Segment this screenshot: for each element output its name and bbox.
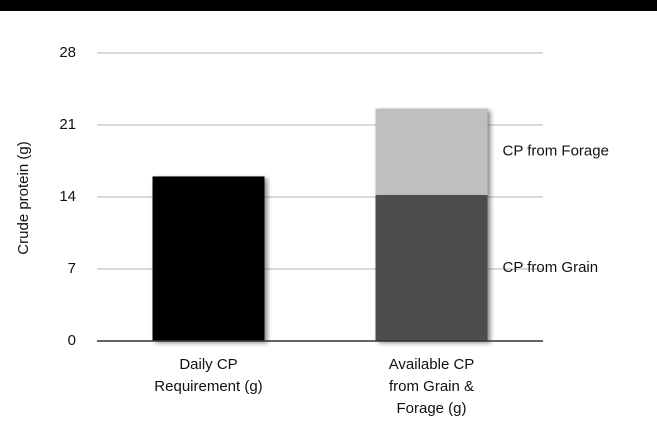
y-tick-label: 7: [68, 260, 76, 277]
bar-segment: [152, 176, 265, 341]
segment-label: CP from Grain: [503, 259, 599, 276]
x-tick-label: Daily CP Requirement (g): [154, 356, 263, 395]
bar-stack: [152, 176, 265, 341]
bar-segment: [375, 108, 488, 195]
y-tick-label: 0: [68, 332, 76, 349]
x-tick-label: Available CP from Grain & Forage (g): [388, 356, 475, 417]
y-axis-label: Crude protein (g): [15, 141, 32, 254]
segment-label: CP from Forage: [503, 143, 609, 160]
y-tick-label: 14: [59, 188, 76, 205]
header-band: [0, 0, 657, 11]
bar-stack: [375, 108, 488, 341]
bar-segment: [375, 194, 488, 341]
y-tick-label: 28: [59, 44, 76, 61]
y-tick-label: 21: [59, 116, 76, 133]
